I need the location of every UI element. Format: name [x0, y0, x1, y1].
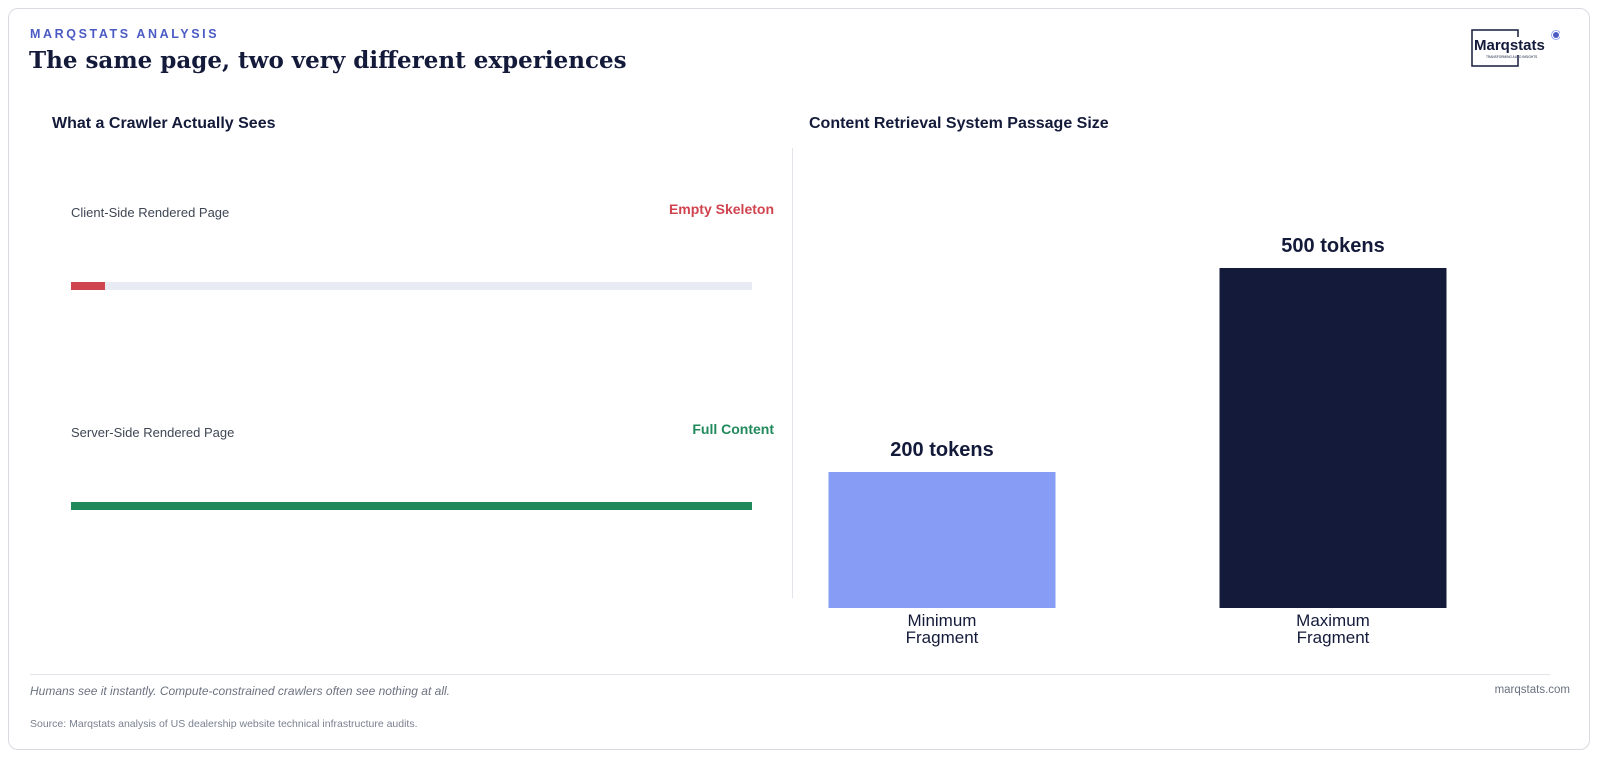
bar-1 — [828, 472, 1056, 608]
footer-divider — [30, 674, 1550, 675]
eyebrow-label: MARQSTATS ANALYSIS — [30, 27, 220, 41]
server-side-label: Server-Side Rendered Page — [71, 425, 235, 440]
svg-text:TRANSFORMING AUTO INSIGHTS: TRANSFORMING AUTO INSIGHTS — [1486, 55, 1537, 59]
bar-value-label-2: 500 tokens — [1281, 235, 1384, 257]
bar-2 — [1219, 268, 1447, 608]
svg-text:Marqstats: Marqstats — [1474, 37, 1545, 54]
server-side-status: Full Content — [692, 421, 774, 437]
page-title: The same page, two very different experi… — [29, 47, 627, 74]
client-side-track — [71, 282, 752, 290]
site-link: marqstats.com — [1494, 684, 1570, 696]
crawler-section-title: What a Crawler Actually Sees — [52, 115, 276, 132]
client-side-label: Client-Side Rendered Page — [71, 205, 230, 220]
server-side-fill — [71, 502, 752, 510]
footer-note: Humans see it instantly. Compute-constra… — [30, 684, 450, 698]
category-label-1: Minimum Fragment — [906, 611, 979, 647]
bar-value-label-1: 200 tokens — [890, 439, 993, 461]
client-side-status: Empty Skeleton — [668, 201, 774, 217]
panel-divider — [792, 148, 793, 598]
chart-title: Content Retrieval System Passage Size — [809, 115, 1109, 132]
passage-size-bar-chart: 200 tokens Minimum Fragment 500 tokens Maxim… — [828, 235, 1447, 647]
category-label-2: Maximum Fragment — [1296, 611, 1370, 647]
client-side-fill — [71, 282, 106, 290]
server-side-track — [71, 502, 752, 510]
source-note: Source: Marqstats analysis of US dealers… — [30, 718, 418, 730]
marqstats-logo: Marqstats TRANSFORMING AUTO INSIGHTS — [1471, 29, 1560, 67]
